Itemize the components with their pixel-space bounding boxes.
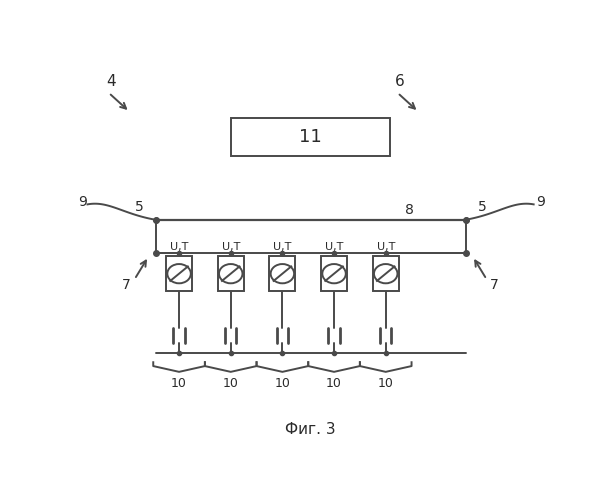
- Bar: [166, 256, 192, 291]
- Text: U,T: U,T: [376, 242, 395, 252]
- Text: 8: 8: [405, 203, 414, 217]
- Circle shape: [219, 264, 242, 283]
- Text: U,T: U,T: [273, 242, 291, 252]
- Bar: [270, 256, 295, 291]
- Text: 10: 10: [378, 377, 394, 390]
- Circle shape: [271, 264, 294, 283]
- Circle shape: [322, 264, 346, 283]
- Text: 10: 10: [223, 377, 239, 390]
- Text: Фиг. 3: Фиг. 3: [285, 422, 336, 437]
- Text: 9: 9: [536, 196, 545, 209]
- Text: 10: 10: [171, 377, 187, 390]
- Text: 6: 6: [395, 74, 405, 88]
- Bar: [231, 118, 390, 156]
- Circle shape: [167, 264, 191, 283]
- Text: 5: 5: [478, 200, 487, 214]
- Text: 7: 7: [490, 278, 499, 292]
- Text: U,T: U,T: [325, 242, 343, 252]
- Circle shape: [374, 264, 398, 283]
- Bar: [218, 256, 244, 291]
- Bar: [321, 256, 347, 291]
- Bar: [373, 256, 399, 291]
- Text: 4: 4: [106, 74, 116, 88]
- Text: 11: 11: [299, 128, 322, 146]
- Text: U,T: U,T: [222, 242, 240, 252]
- Text: 5: 5: [135, 200, 144, 214]
- Text: 9: 9: [78, 196, 87, 209]
- Text: U,T: U,T: [170, 242, 188, 252]
- Text: 10: 10: [275, 377, 290, 390]
- Text: 10: 10: [326, 377, 342, 390]
- Text: 7: 7: [122, 278, 131, 292]
